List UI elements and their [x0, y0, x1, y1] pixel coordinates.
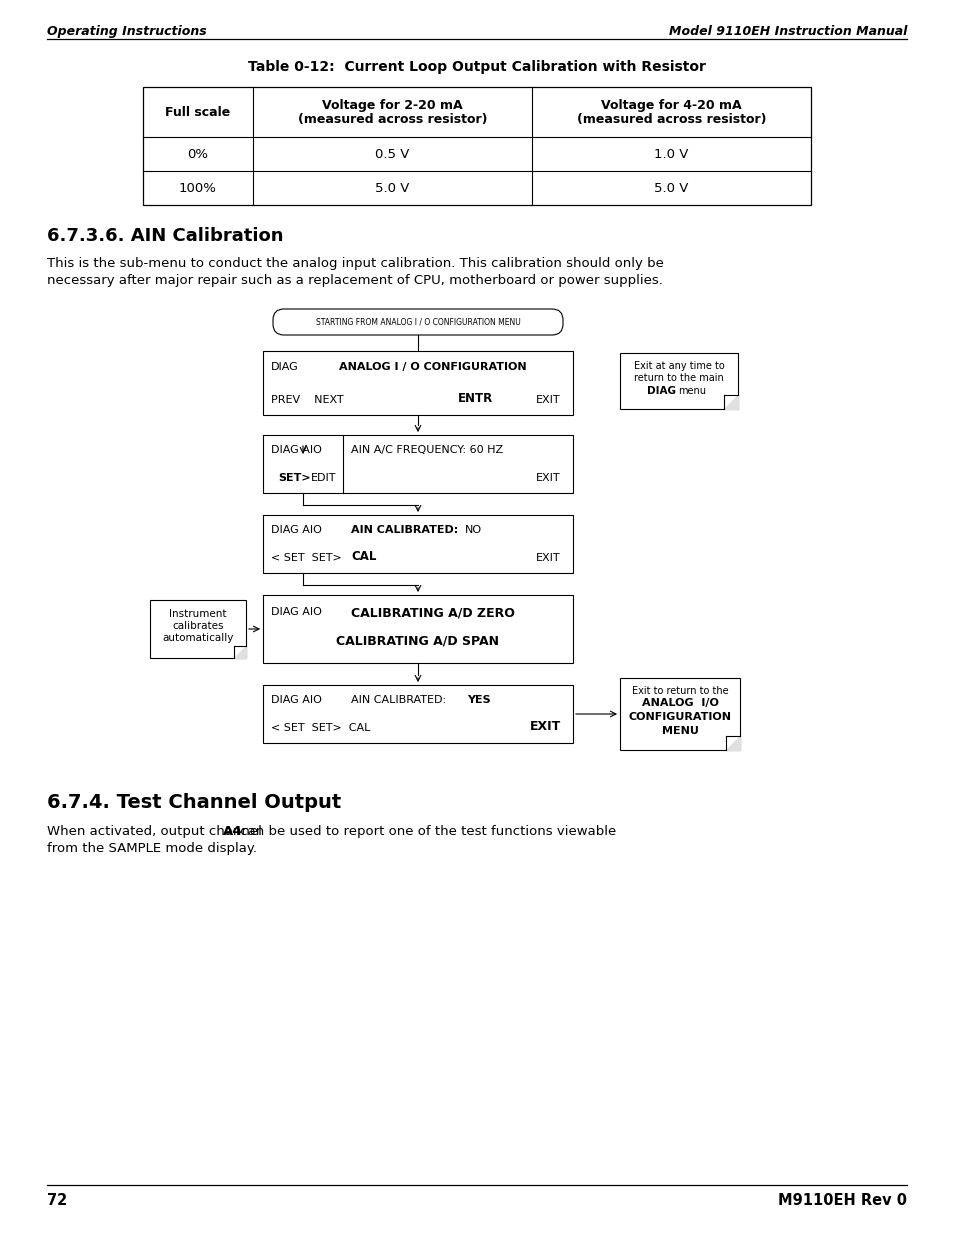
Bar [263, 515, 573, 573]
Text: ENTR: ENTR [457, 391, 493, 405]
Text: PREV    NEXT: PREV NEXT [271, 395, 343, 405]
Text: EXIT: EXIT [536, 473, 560, 483]
Text: EXIT: EXIT [536, 553, 560, 563]
Text: ANALOG I / O CONFIGURATION: ANALOG I / O CONFIGURATION [339, 362, 526, 372]
Text: < SET  SET>  CAL: < SET SET> CAL [271, 722, 370, 734]
Text: DIAG AIO: DIAG AIO [271, 445, 321, 454]
Text: 5.0 V: 5.0 V [375, 182, 409, 194]
Bar [619, 678, 740, 750]
Text: can be used to report one of the test functions viewable: can be used to report one of the test fu… [235, 825, 616, 839]
Text: automatically: automatically [162, 634, 233, 643]
Text: When activated, output channel: When activated, output channel [47, 825, 266, 839]
Text: A4: A4 [223, 825, 242, 839]
FancyBboxPatch shape [273, 309, 562, 335]
Text: 100%: 100% [179, 182, 216, 194]
Text: SET>: SET> [277, 473, 311, 483]
Bar [263, 685, 573, 743]
Text: CALIBRATING A/D ZERO: CALIBRATING A/D ZERO [351, 606, 515, 620]
Text: DIAG: DIAG [271, 362, 298, 372]
Text: ANALOG  I/O: ANALOG I/O [640, 698, 718, 708]
Text: AIN CALIBRATED:: AIN CALIBRATED: [351, 695, 449, 705]
Text: EXIT: EXIT [536, 395, 560, 405]
Text: NO: NO [464, 525, 481, 535]
Polygon shape [233, 646, 246, 658]
Text: from the SAMPLE mode display.: from the SAMPLE mode display. [47, 842, 256, 855]
Text: This is the sub-menu to conduct the analog input calibration. This calibration s: This is the sub-menu to conduct the anal… [47, 257, 663, 270]
Text: Voltage for 2-20 mA: Voltage for 2-20 mA [322, 99, 462, 111]
Bar [143, 86, 810, 205]
Bar [263, 435, 573, 493]
Text: CAL: CAL [351, 550, 376, 563]
Text: DIAG AIO: DIAG AIO [271, 525, 321, 535]
Text: < SET  SET>: < SET SET> [271, 553, 341, 563]
Text: DIAG: DIAG [647, 387, 676, 396]
Text: YES: YES [467, 695, 490, 705]
Text: 1.0 V: 1.0 V [654, 147, 688, 161]
Text: AIN CALIBRATED:: AIN CALIBRATED: [351, 525, 457, 535]
Text: 5.0 V: 5.0 V [654, 182, 688, 194]
Text: Operating Instructions: Operating Instructions [47, 25, 207, 38]
Text: AIN A/C FREQUENCY: 60 HZ: AIN A/C FREQUENCY: 60 HZ [351, 445, 502, 454]
Text: CALIBRATING A/D SPAN: CALIBRATING A/D SPAN [336, 634, 499, 647]
Text: Full scale: Full scale [165, 105, 231, 119]
Polygon shape [723, 395, 738, 409]
Text: MENU: MENU [660, 726, 698, 736]
Text: Exit at any time to: Exit at any time to [633, 361, 723, 370]
Text: 0%: 0% [188, 147, 209, 161]
Text: DIAG AIO: DIAG AIO [271, 606, 321, 618]
Bar [150, 600, 246, 658]
Text: (measured across resistor): (measured across resistor) [577, 112, 765, 126]
Bar [263, 351, 573, 415]
Text: CONFIGURATION: CONFIGURATION [628, 713, 731, 722]
Polygon shape [725, 736, 740, 750]
Text: Instrument: Instrument [169, 609, 227, 619]
Text: STARTING FROM ANALOG I / O CONFIGURATION MENU: STARTING FROM ANALOG I / O CONFIGURATION… [315, 317, 519, 326]
Text: 6.7.3.6. AIN Calibration: 6.7.3.6. AIN Calibration [47, 227, 283, 245]
Text: M9110EH Rev 0: M9110EH Rev 0 [778, 1193, 906, 1208]
Text: Exit to return to the: Exit to return to the [631, 685, 727, 697]
Text: 6.7.4. Test Channel Output: 6.7.4. Test Channel Output [47, 793, 341, 811]
Text: calibrates: calibrates [172, 621, 224, 631]
Text: (measured across resistor): (measured across resistor) [297, 112, 487, 126]
Text: return to the main: return to the main [634, 373, 723, 383]
Text: EXIT: EXIT [529, 720, 560, 734]
Text: Voltage for 4-20 mA: Voltage for 4-20 mA [600, 99, 741, 111]
Text: EDIT: EDIT [311, 473, 336, 483]
Text: 0.5 V: 0.5 V [375, 147, 409, 161]
Bar [619, 353, 738, 409]
Text: Table 0-12:  Current Loop Output Calibration with Resistor: Table 0-12: Current Loop Output Calibrat… [248, 61, 705, 74]
Text: necessary after major repair such as a replacement of CPU, motherboard or power : necessary after major repair such as a r… [47, 274, 662, 287]
Text: Model 9110EH Instruction Manual: Model 9110EH Instruction Manual [668, 25, 906, 38]
Bar [263, 595, 573, 663]
Text: 72: 72 [47, 1193, 67, 1208]
Text: DIAG AIO: DIAG AIO [271, 695, 321, 705]
Text: menu: menu [678, 387, 705, 396]
